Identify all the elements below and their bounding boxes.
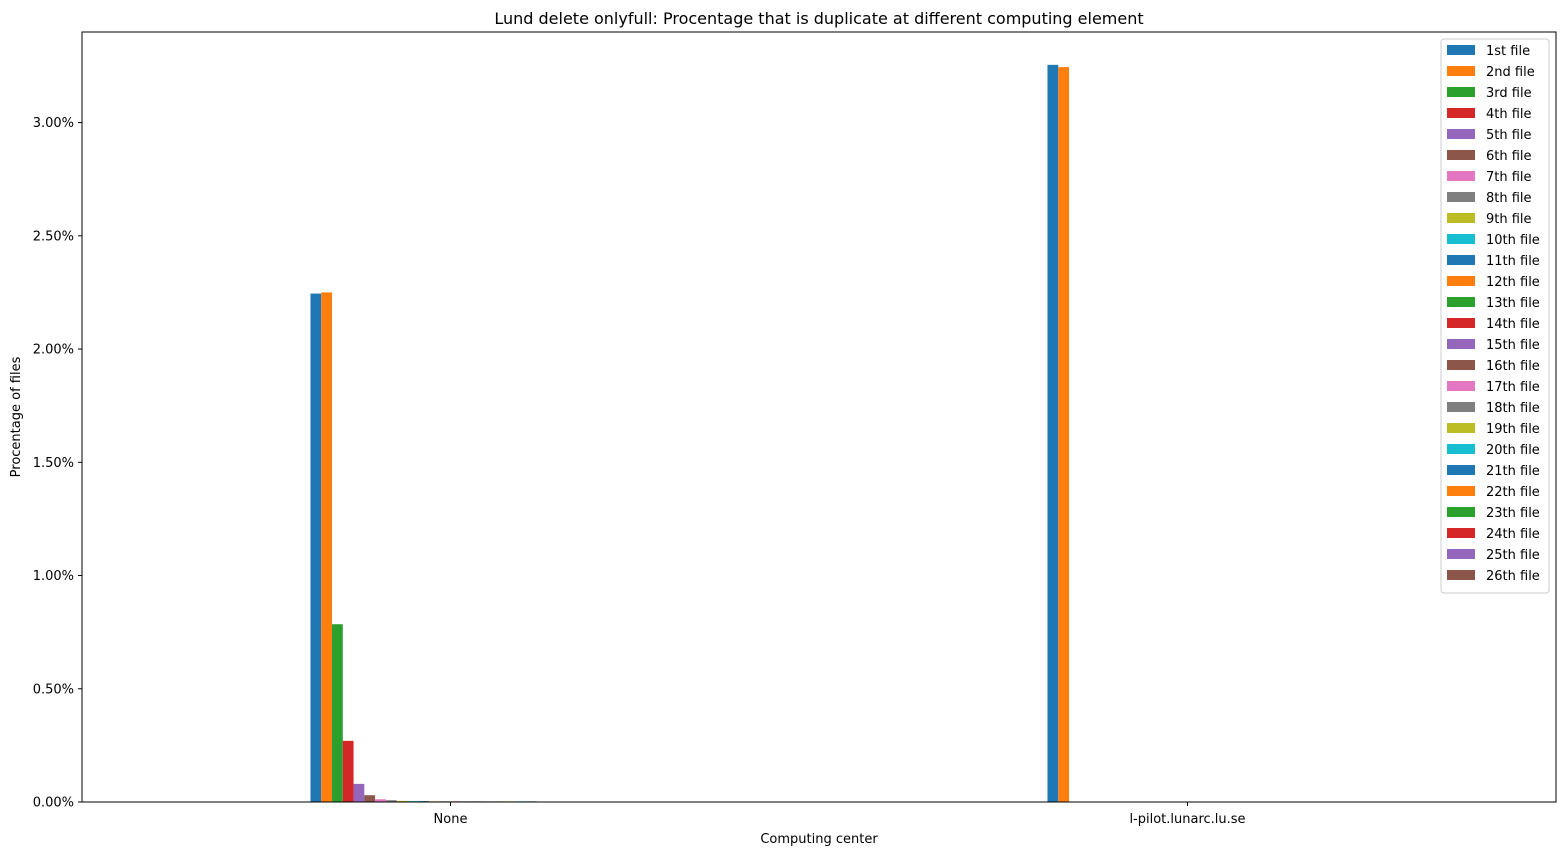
x-axis: None l-pilot.lunarc.lu.se — [434, 802, 1246, 827]
bar-1-1 — [310, 293, 322, 802]
legend-label: 3rd file — [1486, 86, 1532, 101]
legend-label: 4th file — [1486, 107, 1532, 122]
legend-label: 18th file — [1486, 401, 1540, 416]
legend-label: 6th file — [1486, 149, 1532, 164]
legend-label: 2nd file — [1486, 65, 1535, 80]
legend-label: 20th file — [1486, 443, 1540, 458]
legend-label: 23th file — [1486, 506, 1540, 521]
x-tick-label: l-pilot.lunarc.lu.se — [1129, 812, 1245, 827]
legend-swatch — [1447, 444, 1475, 454]
bar-2-1 — [321, 292, 333, 802]
bar-5-1 — [353, 783, 365, 802]
y-tick-label: 0.00% — [33, 796, 74, 811]
bar-6-1 — [364, 795, 376, 802]
y-tick-label: 2.50% — [33, 229, 74, 244]
legend-label: 12th file — [1486, 275, 1540, 290]
legend-swatch — [1447, 549, 1475, 559]
legend-swatch — [1447, 339, 1475, 349]
legend-swatch — [1447, 297, 1475, 307]
plot-frame — [81, 31, 1557, 803]
legend-swatch — [1447, 234, 1475, 244]
legend-swatch — [1447, 213, 1475, 223]
legend-label: 25th file — [1486, 548, 1540, 563]
bar-3-1 — [332, 624, 343, 802]
legend-swatch — [1447, 360, 1475, 370]
legend-swatch — [1447, 507, 1475, 517]
bar-4-1 — [342, 740, 354, 802]
bars-layer — [310, 64, 1070, 803]
legend-label: 5th file — [1486, 128, 1532, 143]
y-axis-label: Procentage of files — [9, 356, 24, 477]
legend-label: 19th file — [1486, 422, 1540, 437]
legend-label: 11th file — [1486, 254, 1540, 269]
legend-swatch — [1447, 423, 1475, 433]
legend-label: 14th file — [1486, 317, 1540, 332]
bar-8-1 — [385, 800, 397, 802]
legend-label: 8th file — [1486, 191, 1532, 206]
legend-label: 21th file — [1486, 464, 1540, 479]
legend-swatch — [1447, 402, 1475, 412]
bar-7-1 — [375, 799, 386, 802]
chart-title: Lund delete onlyfull: Procentage that is… — [494, 9, 1143, 28]
legend-label: 10th file — [1486, 233, 1540, 248]
y-tick-label: 1.50% — [33, 456, 74, 471]
y-tick-label: 0.50% — [33, 682, 74, 697]
bar-2-2 — [1058, 67, 1070, 803]
legend-swatch — [1447, 108, 1475, 118]
legend-swatch — [1447, 87, 1475, 97]
legend-label: 15th file — [1486, 338, 1540, 353]
legend-label: 9th file — [1486, 212, 1532, 227]
legend-swatch — [1447, 192, 1475, 202]
legend: 1st file 2nd file 3rd file 4th file 5th file… — [1440, 38, 1550, 594]
legend-swatch — [1447, 171, 1475, 181]
legend-label: 24th file — [1486, 527, 1540, 542]
legend-swatch — [1447, 318, 1475, 328]
legend-label: 13th file — [1486, 296, 1540, 311]
legend-swatch — [1447, 255, 1475, 265]
bar-9-1 — [396, 800, 408, 802]
legend-swatch — [1447, 45, 1475, 55]
y-axis: 0.00% 0.50% 1.00% 1.50% 2.00% 2.50% 3.00% — [33, 116, 82, 811]
y-tick-label: 3.00% — [33, 116, 74, 131]
legend-swatch — [1447, 129, 1475, 139]
legend-swatch — [1447, 276, 1475, 286]
y-tick-label: 1.00% — [33, 569, 74, 584]
legend-label: 26th file — [1486, 569, 1540, 584]
legend-swatch — [1447, 66, 1475, 76]
x-axis-label: Computing center — [760, 832, 878, 847]
bar-1-2 — [1047, 64, 1059, 803]
y-tick-label: 2.00% — [33, 343, 74, 358]
x-tick-label: None — [434, 812, 468, 827]
legend-label: 22th file — [1486, 485, 1540, 500]
legend-swatch — [1447, 465, 1475, 475]
legend-label: 17th file — [1486, 380, 1540, 395]
legend-swatch — [1447, 570, 1475, 580]
legend-label: 1st file — [1486, 44, 1530, 59]
legend-label: 7th file — [1486, 170, 1532, 185]
legend-swatch — [1447, 381, 1475, 391]
legend-swatch — [1447, 486, 1475, 496]
legend-label: 16th file — [1486, 359, 1540, 374]
legend-swatch — [1447, 528, 1475, 538]
legend-swatch — [1447, 150, 1475, 160]
